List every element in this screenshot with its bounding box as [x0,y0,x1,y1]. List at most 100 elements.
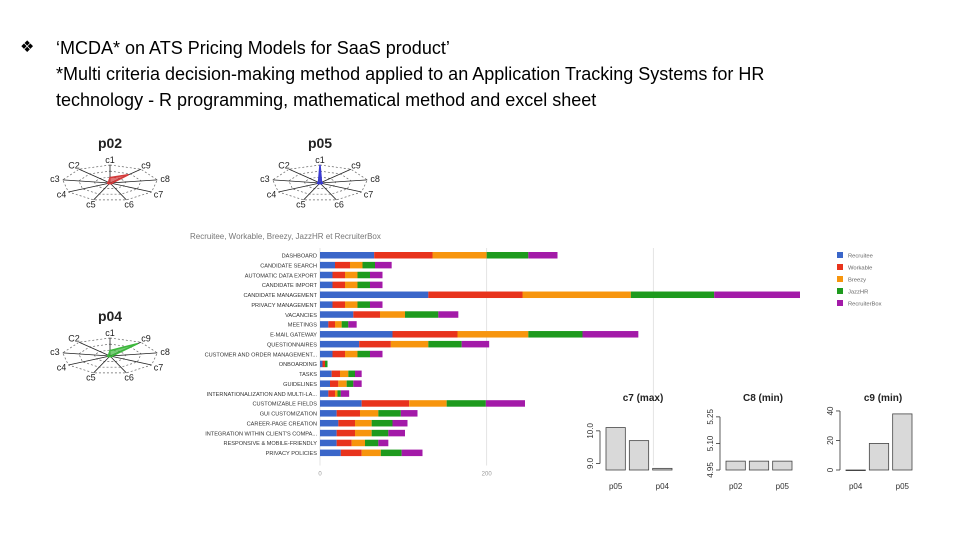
category-label: ONBOARDING [279,362,317,368]
bar-segment-jazzhr [348,370,355,378]
bar-segment-workable [340,449,362,457]
radar-title: p05 [308,135,332,151]
bar-segment-recruitee [320,311,354,318]
category-label: DASHBOARD [282,254,317,260]
legend-label-breezy: Breezy [848,278,866,284]
slide-note-line-1: *Multi criteria decision-making method a… [56,64,765,84]
bar-segment-breezy [345,281,358,289]
category-label: MEETINGS [288,323,317,329]
legend-label-recruiterbox: RecruiterBox [848,302,882,308]
bar-segment-breezy [340,370,349,378]
bar-segment-jazzhr [357,281,370,289]
category-label: PRIVACY MANAGEMENT [251,303,317,309]
bar-segment-workable [361,400,410,407]
bar-segment-recruitee [320,439,337,447]
legend-label-workable: Workable [848,266,872,272]
bar-segment-breezy [345,301,358,308]
radar-series-polygon [106,342,139,358]
bar-segment-workable [338,419,355,427]
bar-segment-recruitee [320,380,330,387]
radar-axis-c8 [319,179,368,184]
radar-axis-c6 [109,355,127,374]
bar-segment-workable [332,301,345,308]
radar-axis-label-c7: c7 [154,190,164,200]
bar-segment-recruitee [320,360,323,368]
bar-segment-jazzhr [378,410,401,417]
bar-segment-recruitee [320,321,329,328]
radar-axis-c3 [62,352,111,357]
radar-axis-c6 [109,182,127,201]
radar-axis-c3 [272,179,321,184]
bar-segment-breezy [335,321,342,328]
mini-bar [748,460,770,471]
bar-segment-recruitee [320,419,339,427]
radar-axis-label-c4: c4 [57,363,67,373]
mini-bar [725,460,746,471]
bar-segment-recruitee [320,390,329,397]
category-label: CANDIDATE MANAGEMENT [243,293,317,299]
bar-segment-recruitee [320,271,333,279]
mini-bar [845,469,866,472]
radar-grid-ring-2 [303,176,337,189]
bar-segment-breezy [355,419,372,427]
mini-bar [605,427,626,471]
legend-swatch-jazzhr [837,288,843,294]
bar-segment-workable [322,360,325,368]
radar-axis-label-c5: c5 [296,200,306,210]
mini-chart-title: c7 (max) [623,393,664,404]
radar-axis-label-c2: C2 [68,160,80,170]
bar-segment-workable [359,340,391,348]
bar-segment-recruitee [320,331,393,338]
radar-axis-label-c5: c5 [86,200,96,210]
mini-chart-title: c9 (min) [864,393,902,404]
bar-segment-recruitee [320,350,333,358]
radar-axis-c8 [109,179,158,184]
radar-title: p04 [98,308,122,324]
bar-segment-recruiterbox [370,271,383,279]
stacked-chart-title: Recruitee, Workable, Breezy, JazzHR et R… [190,232,381,241]
radar-axis-label-c1: c1 [315,155,325,165]
radar-axis-c5 [93,182,111,201]
radar-axis-c8 [109,352,158,357]
bar-segment-breezy [350,261,363,269]
y-tick-label: 4.95 [706,462,715,478]
bar-segment-recruiterbox [375,261,392,269]
radar-grid-ring-2 [93,349,127,362]
bar-segment-recruitee [320,429,337,437]
radar-axis-c4 [68,182,111,193]
category-label: CAREER-PAGE CREATION [247,421,317,427]
radar-axis-label-c9: c9 [351,160,361,170]
radar-axis-c5 [303,182,321,201]
y-tick-label: 5.25 [706,409,715,425]
bar-segment-recruiterbox [392,419,408,427]
radar-axis-c7 [109,355,152,366]
radar-title: p02 [98,135,122,151]
radar-chart-p04: p04 c1 c9 c8 c7 c6 c5 c4 c3 C2 [50,308,170,383]
radar-axis-label-c9: c9 [141,160,151,170]
radar-axis-label-c5: c5 [86,373,96,383]
bar-chart-c8: C8 (min) 4.95 5.10 5.25 p02 p05 [706,393,793,491]
radar-axis-c7 [319,182,362,193]
category-label: GUI CUSTOMIZATION [260,412,317,418]
bar-segment-workable [336,410,360,417]
category-label: RESPONSIVE & MOBILE-FRIENDLY [224,441,318,447]
bar-segment-breezy [432,252,487,259]
bar-segment-recruiterbox [388,429,405,437]
bar-segment-recruiterbox [714,291,800,299]
bar-segment-workable [332,271,345,279]
bar-segment-recruiterbox [461,340,490,348]
diamond-bullet-icon: ❖ [20,37,35,56]
bar-chart-c9: c9 (min) 0 20 40 p04 p05 [826,393,913,491]
radar-axis-c2 [78,168,111,184]
x-tick-label: p02 [729,482,743,491]
bar-segment-breezy [457,331,529,338]
y-tick-label: 5.10 [706,435,715,451]
category-label: GUIDELINES [283,382,317,388]
bar-segment-workable [328,321,335,328]
legend-swatch-recruitee [837,252,843,258]
x-tick-label: p05 [609,482,623,491]
radar-axis-label-c1: c1 [105,328,115,338]
radar-axis-label-c7: c7 [154,363,164,373]
bar-segment-recruiterbox [582,331,639,338]
y-tick-label: 10.0 [586,423,595,439]
